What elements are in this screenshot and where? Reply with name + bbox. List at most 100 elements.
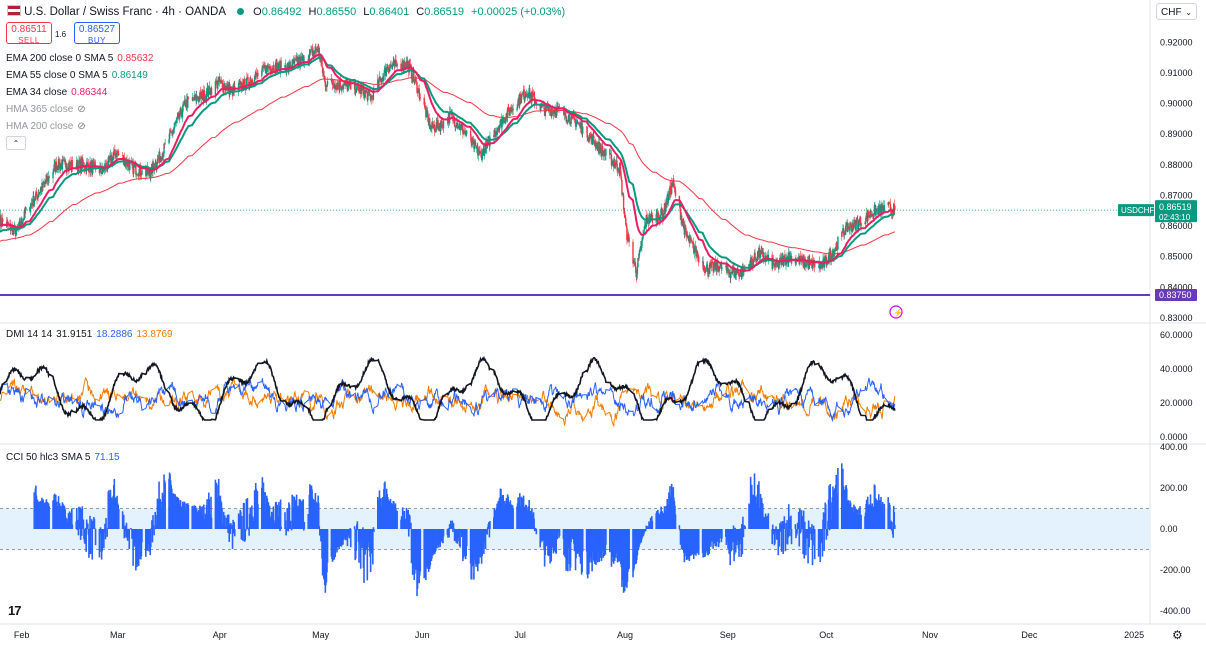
candle — [14, 227, 17, 237]
candle — [152, 162, 155, 167]
candle — [599, 143, 602, 153]
price-axis-label: 0.84000 — [1160, 282, 1193, 292]
candle — [416, 81, 418, 93]
candle — [753, 259, 755, 261]
candle — [237, 83, 240, 91]
candle — [457, 127, 459, 129]
candle — [474, 140, 476, 143]
candle — [569, 123, 572, 125]
candle — [62, 159, 64, 161]
candle — [879, 205, 882, 213]
candle — [20, 218, 23, 224]
candle — [347, 84, 349, 91]
currency-select[interactable]: CHF ⌄ — [1156, 3, 1197, 20]
candle — [25, 207, 27, 211]
candle — [465, 133, 467, 135]
candle — [624, 217, 626, 219]
candle — [730, 272, 732, 278]
candle — [358, 88, 361, 93]
candle — [177, 115, 179, 117]
legend-ema34-name: EMA 34 close — [6, 87, 68, 98]
candle — [495, 131, 498, 136]
candle — [284, 65, 286, 71]
market-open-icon — [237, 8, 245, 15]
candle — [33, 200, 35, 206]
candle — [475, 148, 478, 149]
dmi-axis-label: 0.0000 — [1160, 432, 1188, 442]
candle — [845, 222, 847, 227]
candle — [278, 61, 280, 68]
candle — [116, 151, 118, 158]
candle — [788, 252, 790, 262]
candle — [503, 117, 505, 124]
candle — [687, 236, 689, 238]
candle — [477, 152, 480, 156]
candle — [595, 141, 597, 149]
candle — [243, 78, 246, 90]
candle — [659, 215, 662, 219]
candle — [496, 129, 499, 131]
di-minus-line — [0, 376, 896, 428]
candle — [184, 100, 186, 102]
candle — [430, 125, 433, 129]
di-plus-line — [0, 377, 896, 423]
candle — [645, 215, 647, 227]
candle — [310, 49, 312, 53]
candle — [404, 62, 406, 68]
candle — [466, 130, 468, 134]
candle — [196, 96, 198, 99]
candle — [367, 92, 369, 101]
candle — [182, 104, 184, 113]
collapse-legend-button[interactable]: ⌃ — [6, 136, 26, 150]
candle — [134, 165, 136, 168]
legend-ema55[interactable]: EMA 55 close 0 SMA 5 0.86149 — [6, 70, 152, 81]
legend-hma200[interactable]: HMA 200 close ⊘ — [6, 121, 90, 132]
eye-off-icon[interactable]: ⊘ — [77, 121, 86, 132]
legend-cci[interactable]: CCI 50 hlc3 SMA 5 71.15 — [6, 452, 124, 463]
candle — [830, 251, 832, 256]
candle — [168, 139, 170, 144]
candle — [671, 182, 673, 186]
candle — [690, 237, 692, 242]
sell-button[interactable]: 0.86511 SELL — [6, 22, 52, 45]
candle — [482, 148, 485, 151]
candle — [76, 159, 79, 170]
candle — [842, 228, 845, 234]
gear-icon[interactable]: ⚙ — [1172, 628, 1183, 642]
buy-button[interactable]: 0.86527 BUY — [74, 22, 120, 45]
time-axis-label: Mar — [110, 630, 126, 640]
tradingview-logo[interactable]: 17 — [8, 603, 22, 618]
legend-ema200[interactable]: EMA 200 close 0 SMA 5 0.85632 — [6, 53, 157, 64]
candle — [203, 89, 206, 101]
candle — [385, 72, 387, 76]
candle — [357, 85, 360, 89]
candle — [685, 231, 688, 237]
legend-ema34[interactable]: EMA 34 close 0.86344 — [6, 87, 111, 98]
candle — [728, 271, 730, 274]
candle — [159, 157, 161, 163]
candle — [155, 162, 157, 168]
candle — [717, 266, 720, 272]
last-price-badge — [1155, 200, 1197, 223]
candle — [503, 122, 505, 124]
legend-hma365[interactable]: HMA 365 close ⊘ — [6, 104, 90, 115]
legend-dmi[interactable]: DMI 14 14 31.9151 18.2886 13.8769 — [6, 329, 177, 340]
symbol-title[interactable]: U.S. Dollar / Swiss Franc · 4h · OANDA — [24, 6, 226, 18]
candle — [199, 92, 202, 93]
candle — [825, 256, 828, 265]
candle — [481, 155, 483, 160]
candle — [765, 255, 767, 258]
flag-icon — [7, 5, 21, 16]
candle — [366, 91, 368, 93]
candle — [501, 119, 504, 122]
candle — [394, 61, 396, 67]
eye-off-icon[interactable]: ⊘ — [77, 104, 86, 115]
candle — [873, 205, 876, 215]
candle — [216, 81, 218, 89]
candle — [105, 163, 108, 167]
candle — [853, 219, 855, 229]
candle — [470, 136, 472, 143]
candle — [37, 194, 40, 197]
candle — [337, 82, 339, 86]
